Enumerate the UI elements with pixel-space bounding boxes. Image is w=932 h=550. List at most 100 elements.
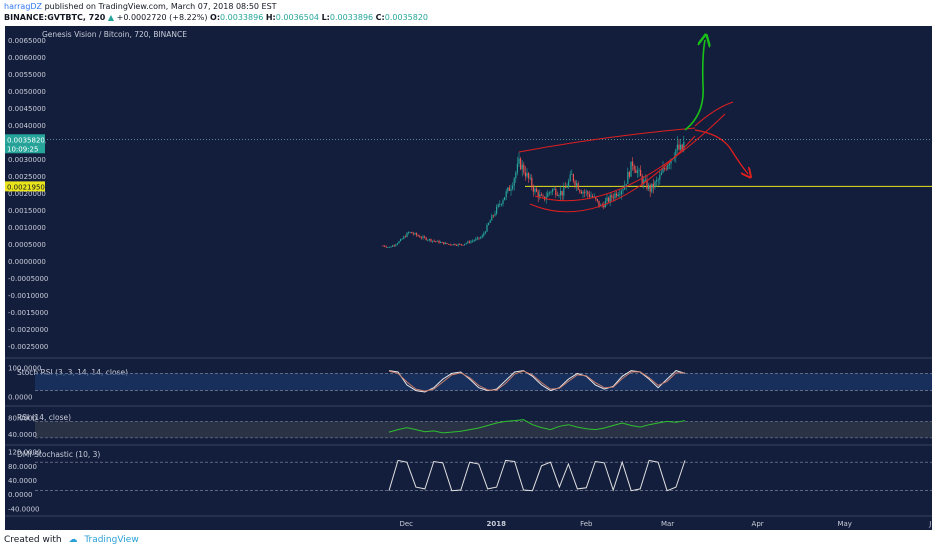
candle-body bbox=[579, 189, 581, 192]
candle-body bbox=[508, 187, 510, 191]
candle-body bbox=[644, 179, 646, 181]
high-label: H: bbox=[265, 13, 276, 22]
candle-body bbox=[406, 232, 408, 237]
candle-body bbox=[448, 243, 450, 245]
candle-body bbox=[566, 187, 568, 188]
x-tick-label: Jun bbox=[928, 520, 932, 528]
candle-body bbox=[580, 191, 582, 194]
candle-body bbox=[635, 169, 637, 173]
y-tick-label: 0.0065000 bbox=[8, 37, 46, 45]
x-tick-label: May bbox=[837, 520, 851, 528]
candle-body bbox=[430, 239, 432, 242]
candle-body bbox=[558, 195, 560, 197]
candle-body bbox=[641, 176, 643, 184]
y-tick-label: 0.0010000 bbox=[8, 224, 46, 232]
candle-body bbox=[396, 243, 398, 245]
candle-body bbox=[499, 204, 501, 206]
candle-body bbox=[387, 247, 389, 248]
y-tick-label: 0.0000000 bbox=[8, 258, 46, 266]
y-tick-label: 0.0055000 bbox=[8, 71, 46, 79]
candle-body bbox=[400, 239, 402, 242]
indicator-y-tick-label: 0.0000 bbox=[8, 393, 33, 401]
candle-body bbox=[408, 232, 410, 234]
countdown-box bbox=[5, 144, 45, 154]
candle-body bbox=[384, 245, 386, 247]
candle-body bbox=[568, 180, 570, 188]
candle-body bbox=[528, 173, 530, 179]
x-tick-label: Apr bbox=[752, 520, 764, 528]
indicator-line bbox=[388, 370, 686, 393]
candle-body bbox=[531, 177, 533, 187]
indicator-line bbox=[388, 419, 686, 434]
candle-body bbox=[640, 170, 642, 177]
candle-body bbox=[670, 159, 672, 164]
candle-body bbox=[574, 181, 576, 186]
candle-body bbox=[676, 144, 678, 150]
candle-body bbox=[476, 237, 478, 239]
candle-body bbox=[441, 242, 443, 243]
candle-body bbox=[492, 215, 494, 217]
candle-body bbox=[472, 240, 474, 242]
published-text: published on TradingView.com, March 07, … bbox=[44, 2, 277, 11]
candle-body bbox=[388, 246, 390, 248]
candle-body bbox=[395, 244, 397, 246]
candle-body bbox=[398, 241, 400, 244]
candle-body bbox=[643, 179, 645, 184]
low-value: 0.0033896 bbox=[329, 13, 374, 22]
author-link[interactable]: harragDZ bbox=[4, 2, 43, 11]
candle-body bbox=[556, 195, 558, 196]
y-tick-label: 0.0045000 bbox=[8, 105, 46, 113]
candle-body bbox=[649, 185, 651, 192]
candle-body bbox=[659, 175, 661, 180]
y-tick-label: 0.0015000 bbox=[8, 207, 46, 215]
candle-body bbox=[451, 244, 453, 246]
tradingview-brand[interactable]: TradingView bbox=[84, 535, 139, 545]
candle-body bbox=[660, 172, 662, 176]
candle-body bbox=[475, 238, 477, 241]
candle-body bbox=[449, 244, 451, 245]
chart-area[interactable]: Genesis Vision / Bitcoin, 720, BINANCE S… bbox=[5, 26, 932, 530]
candle-body bbox=[392, 245, 394, 247]
chart-svg[interactable]: Genesis Vision / Bitcoin, 720, BINANCE S… bbox=[5, 26, 932, 530]
candle-body bbox=[478, 237, 480, 239]
symbol-label: BINANCE:GVTBTC, 720 bbox=[4, 13, 106, 22]
indicator-line bbox=[388, 370, 685, 392]
ohlc-line: BINANCE:GVTBTC, 720 ▲ +0.0002720 (+8.22%… bbox=[4, 13, 428, 22]
y-tick-label: 0.0050000 bbox=[8, 88, 46, 96]
candle-body bbox=[414, 233, 416, 235]
y-tick-label: 0.0005000 bbox=[8, 241, 46, 249]
candle-body bbox=[417, 235, 419, 237]
candle-body bbox=[435, 241, 437, 242]
candle-series bbox=[382, 135, 685, 249]
indicator-y-tick-label: 40.0000 bbox=[8, 431, 37, 439]
candle-body bbox=[505, 191, 507, 198]
candle-body bbox=[577, 183, 579, 190]
candle-body bbox=[576, 183, 578, 186]
indicator-panes: 100.0000 0.0000 80.0000 40.0000 120.0000 80.0… bbox=[8, 365, 932, 513]
candle-body bbox=[584, 191, 586, 193]
candle-body bbox=[582, 191, 584, 194]
y-tick-label: -0.0015000 bbox=[8, 309, 48, 317]
candle-body bbox=[620, 190, 622, 195]
candle-body bbox=[416, 233, 418, 236]
candle-body bbox=[443, 242, 445, 245]
indicator-y-tick-label: 100.0000 bbox=[8, 365, 41, 373]
price-tag-value: 0.0035820 bbox=[7, 136, 45, 144]
candle-body bbox=[547, 192, 549, 197]
candle-body bbox=[409, 231, 411, 233]
candle-body bbox=[619, 194, 621, 195]
bullish-arrow bbox=[684, 40, 705, 131]
candle-body bbox=[489, 220, 491, 223]
support-level-tag bbox=[5, 181, 45, 192]
candle-body bbox=[518, 158, 520, 164]
indicator-y-tick-label: 40.0000 bbox=[8, 477, 37, 485]
candle-body bbox=[555, 189, 557, 196]
candle-body bbox=[464, 243, 466, 245]
candle-body bbox=[612, 197, 614, 199]
candle-body bbox=[652, 183, 654, 188]
candle-body bbox=[588, 194, 590, 197]
candle-body bbox=[590, 196, 592, 197]
candle-body bbox=[444, 242, 446, 245]
change-value: +0.0002720 (+8.22%) bbox=[116, 13, 208, 22]
candle-body bbox=[617, 194, 619, 197]
